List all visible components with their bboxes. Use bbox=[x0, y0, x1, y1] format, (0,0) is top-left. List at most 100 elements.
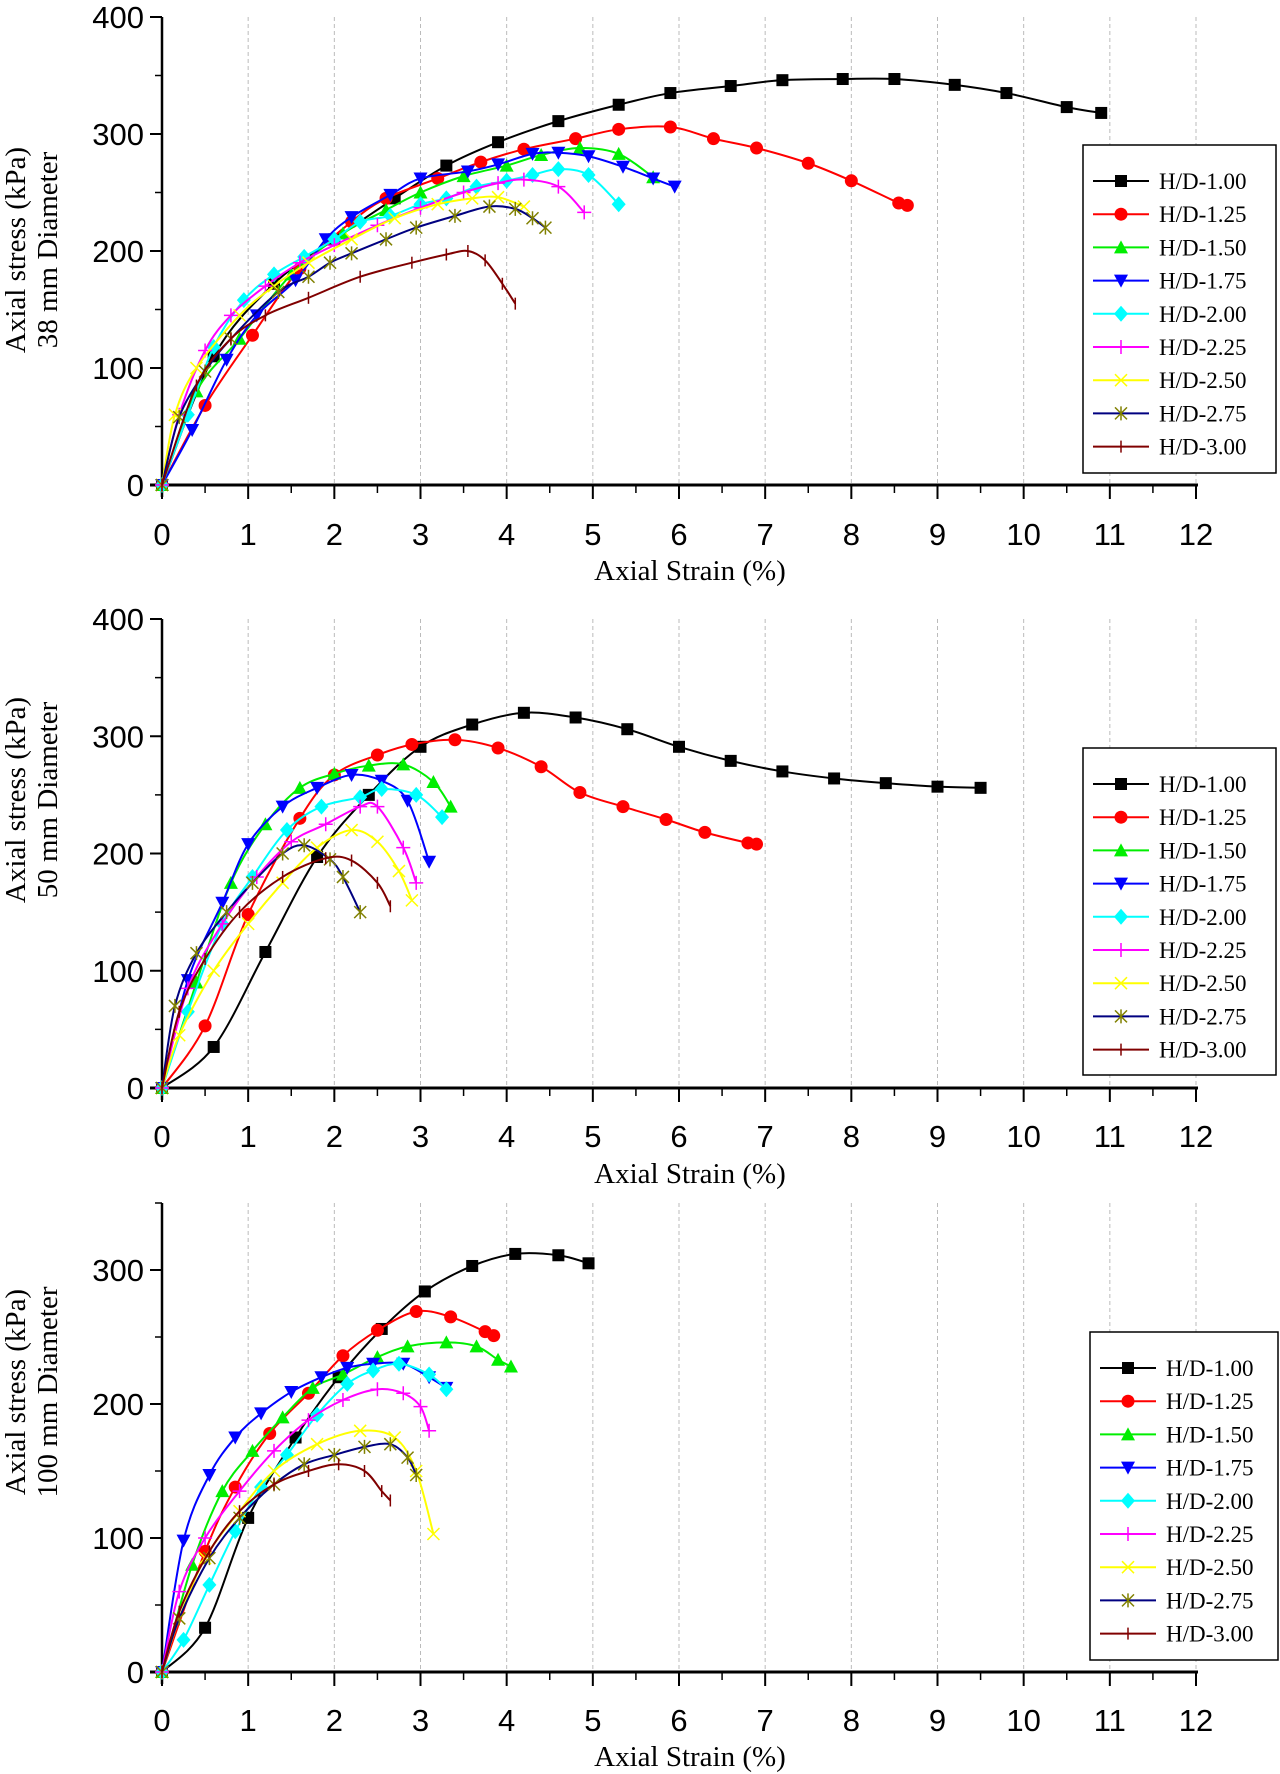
series-h-d-3-00 bbox=[161, 245, 517, 491]
legend-item: H/D-1.50 bbox=[1093, 235, 1247, 260]
triangle-down-marker bbox=[667, 180, 682, 194]
square-marker bbox=[1095, 106, 1108, 119]
x-marker bbox=[392, 864, 406, 878]
triangle-up-marker bbox=[534, 148, 549, 162]
triangle-up-marker bbox=[245, 1443, 260, 1457]
diamond-marker bbox=[279, 822, 294, 839]
square-marker bbox=[1115, 778, 1127, 790]
legend-item: H/D-3.00 bbox=[1093, 435, 1247, 460]
series-h-d-2-25 bbox=[155, 799, 424, 1095]
square-marker bbox=[207, 1040, 220, 1053]
triangle-down-marker bbox=[413, 172, 428, 186]
legend-item: H/D-1.25 bbox=[1100, 1389, 1254, 1414]
legend-label: H/D-2.25 bbox=[1159, 938, 1247, 963]
series-h-d-2-75 bbox=[155, 838, 367, 1095]
legend-box bbox=[1089, 1331, 1279, 1661]
legend-label: H/D-3.00 bbox=[1159, 435, 1247, 460]
triangle-up-marker bbox=[1114, 843, 1128, 857]
diamond-marker bbox=[202, 1576, 217, 1593]
diamond-marker bbox=[353, 213, 368, 230]
plus-marker bbox=[370, 1382, 385, 1397]
triangle-down-marker bbox=[284, 1385, 299, 1399]
triangle-up-marker bbox=[215, 1484, 230, 1498]
legend-label: H/D-2.00 bbox=[1166, 1489, 1254, 1514]
square-marker bbox=[724, 754, 737, 767]
diamond-marker bbox=[439, 1381, 454, 1398]
x-tick-label: 5 bbox=[584, 1119, 601, 1154]
legend-item: H/D-1.75 bbox=[1093, 269, 1247, 294]
x-marker bbox=[1114, 373, 1128, 387]
legend-item: H/D-3.00 bbox=[1093, 1038, 1247, 1063]
triangle-up-marker bbox=[275, 1410, 290, 1424]
x-tick-label: 12 bbox=[1179, 1119, 1213, 1154]
plus-marker bbox=[318, 817, 333, 832]
circle-marker bbox=[698, 825, 712, 839]
legend-item: H/D-1.75 bbox=[1100, 1456, 1254, 1481]
series-line bbox=[161, 711, 981, 1089]
circle-marker bbox=[801, 156, 815, 170]
asterisk-marker bbox=[508, 201, 522, 216]
triangle-down-marker bbox=[202, 1469, 217, 1483]
x-axis-title: Axial Strain (%) bbox=[594, 1741, 786, 1773]
diamond-marker bbox=[1121, 1492, 1135, 1509]
circle-marker bbox=[409, 1305, 423, 1319]
x-marker bbox=[241, 917, 255, 931]
triangle-down-marker bbox=[344, 211, 359, 225]
x-marker bbox=[233, 308, 247, 322]
x-tick-label: 8 bbox=[843, 1119, 860, 1154]
asterisk-marker bbox=[482, 199, 496, 214]
legend-item: H/D-2.50 bbox=[1100, 1555, 1254, 1580]
legend-label: H/D-3.00 bbox=[1159, 1038, 1247, 1063]
legend-item: H/D-2.50 bbox=[1093, 971, 1247, 996]
triangle-down-marker bbox=[241, 838, 256, 852]
asterisk-marker bbox=[538, 220, 552, 235]
circle-marker bbox=[534, 760, 548, 774]
triangle-down-marker bbox=[228, 1431, 243, 1445]
x-tick-label: 4 bbox=[498, 1703, 515, 1738]
square-marker bbox=[492, 136, 505, 149]
legend-label: H/D-2.00 bbox=[1159, 302, 1247, 327]
x-marker bbox=[388, 211, 402, 225]
square-marker bbox=[199, 1621, 212, 1634]
legend-label: H/D-1.25 bbox=[1159, 202, 1247, 227]
series-line bbox=[161, 828, 413, 1089]
legend-item: H/D-2.25 bbox=[1100, 1522, 1254, 1547]
plus-marker bbox=[422, 1423, 437, 1438]
plus-marker bbox=[396, 1386, 411, 1401]
circle-marker bbox=[487, 1329, 501, 1343]
asterisk-marker bbox=[525, 211, 540, 226]
plus-marker bbox=[1121, 1527, 1135, 1541]
circle-marker bbox=[448, 733, 462, 747]
series-h-d-1-25 bbox=[155, 733, 764, 1095]
legend-item: H/D-2.00 bbox=[1100, 1489, 1254, 1514]
series-line bbox=[161, 1463, 392, 1673]
x-marker bbox=[301, 256, 316, 270]
triangle-down-marker bbox=[219, 353, 234, 367]
triangle-down-marker bbox=[288, 274, 303, 288]
circle-marker bbox=[405, 737, 419, 751]
x-tick-label: 4 bbox=[498, 517, 515, 552]
series-h-d-2-50 bbox=[155, 1424, 440, 1679]
circle-marker bbox=[663, 120, 677, 134]
series-line bbox=[161, 762, 452, 1089]
series-line bbox=[161, 801, 418, 1089]
circle-marker bbox=[1121, 1394, 1135, 1408]
x-marker bbox=[353, 1424, 367, 1438]
asterisk-marker bbox=[1114, 406, 1128, 421]
asterisk-marker bbox=[1114, 1009, 1128, 1024]
triangle-up-marker bbox=[1114, 240, 1128, 254]
series-h-d-3-00 bbox=[161, 852, 392, 1094]
circle-marker bbox=[241, 907, 255, 921]
series-line bbox=[161, 1309, 495, 1673]
circle-marker bbox=[491, 741, 505, 755]
triangle-up-marker bbox=[413, 185, 428, 199]
triangle-down-marker bbox=[314, 1371, 329, 1385]
diamond-marker bbox=[1114, 908, 1128, 925]
diamond-marker bbox=[180, 1003, 195, 1020]
y-tick-label: 200 bbox=[92, 837, 144, 872]
x-tick-label: 5 bbox=[584, 1703, 601, 1738]
y-axis-subtitle: 38 mm Diameter bbox=[32, 151, 64, 348]
square-marker bbox=[552, 115, 565, 128]
square-marker bbox=[517, 706, 530, 719]
